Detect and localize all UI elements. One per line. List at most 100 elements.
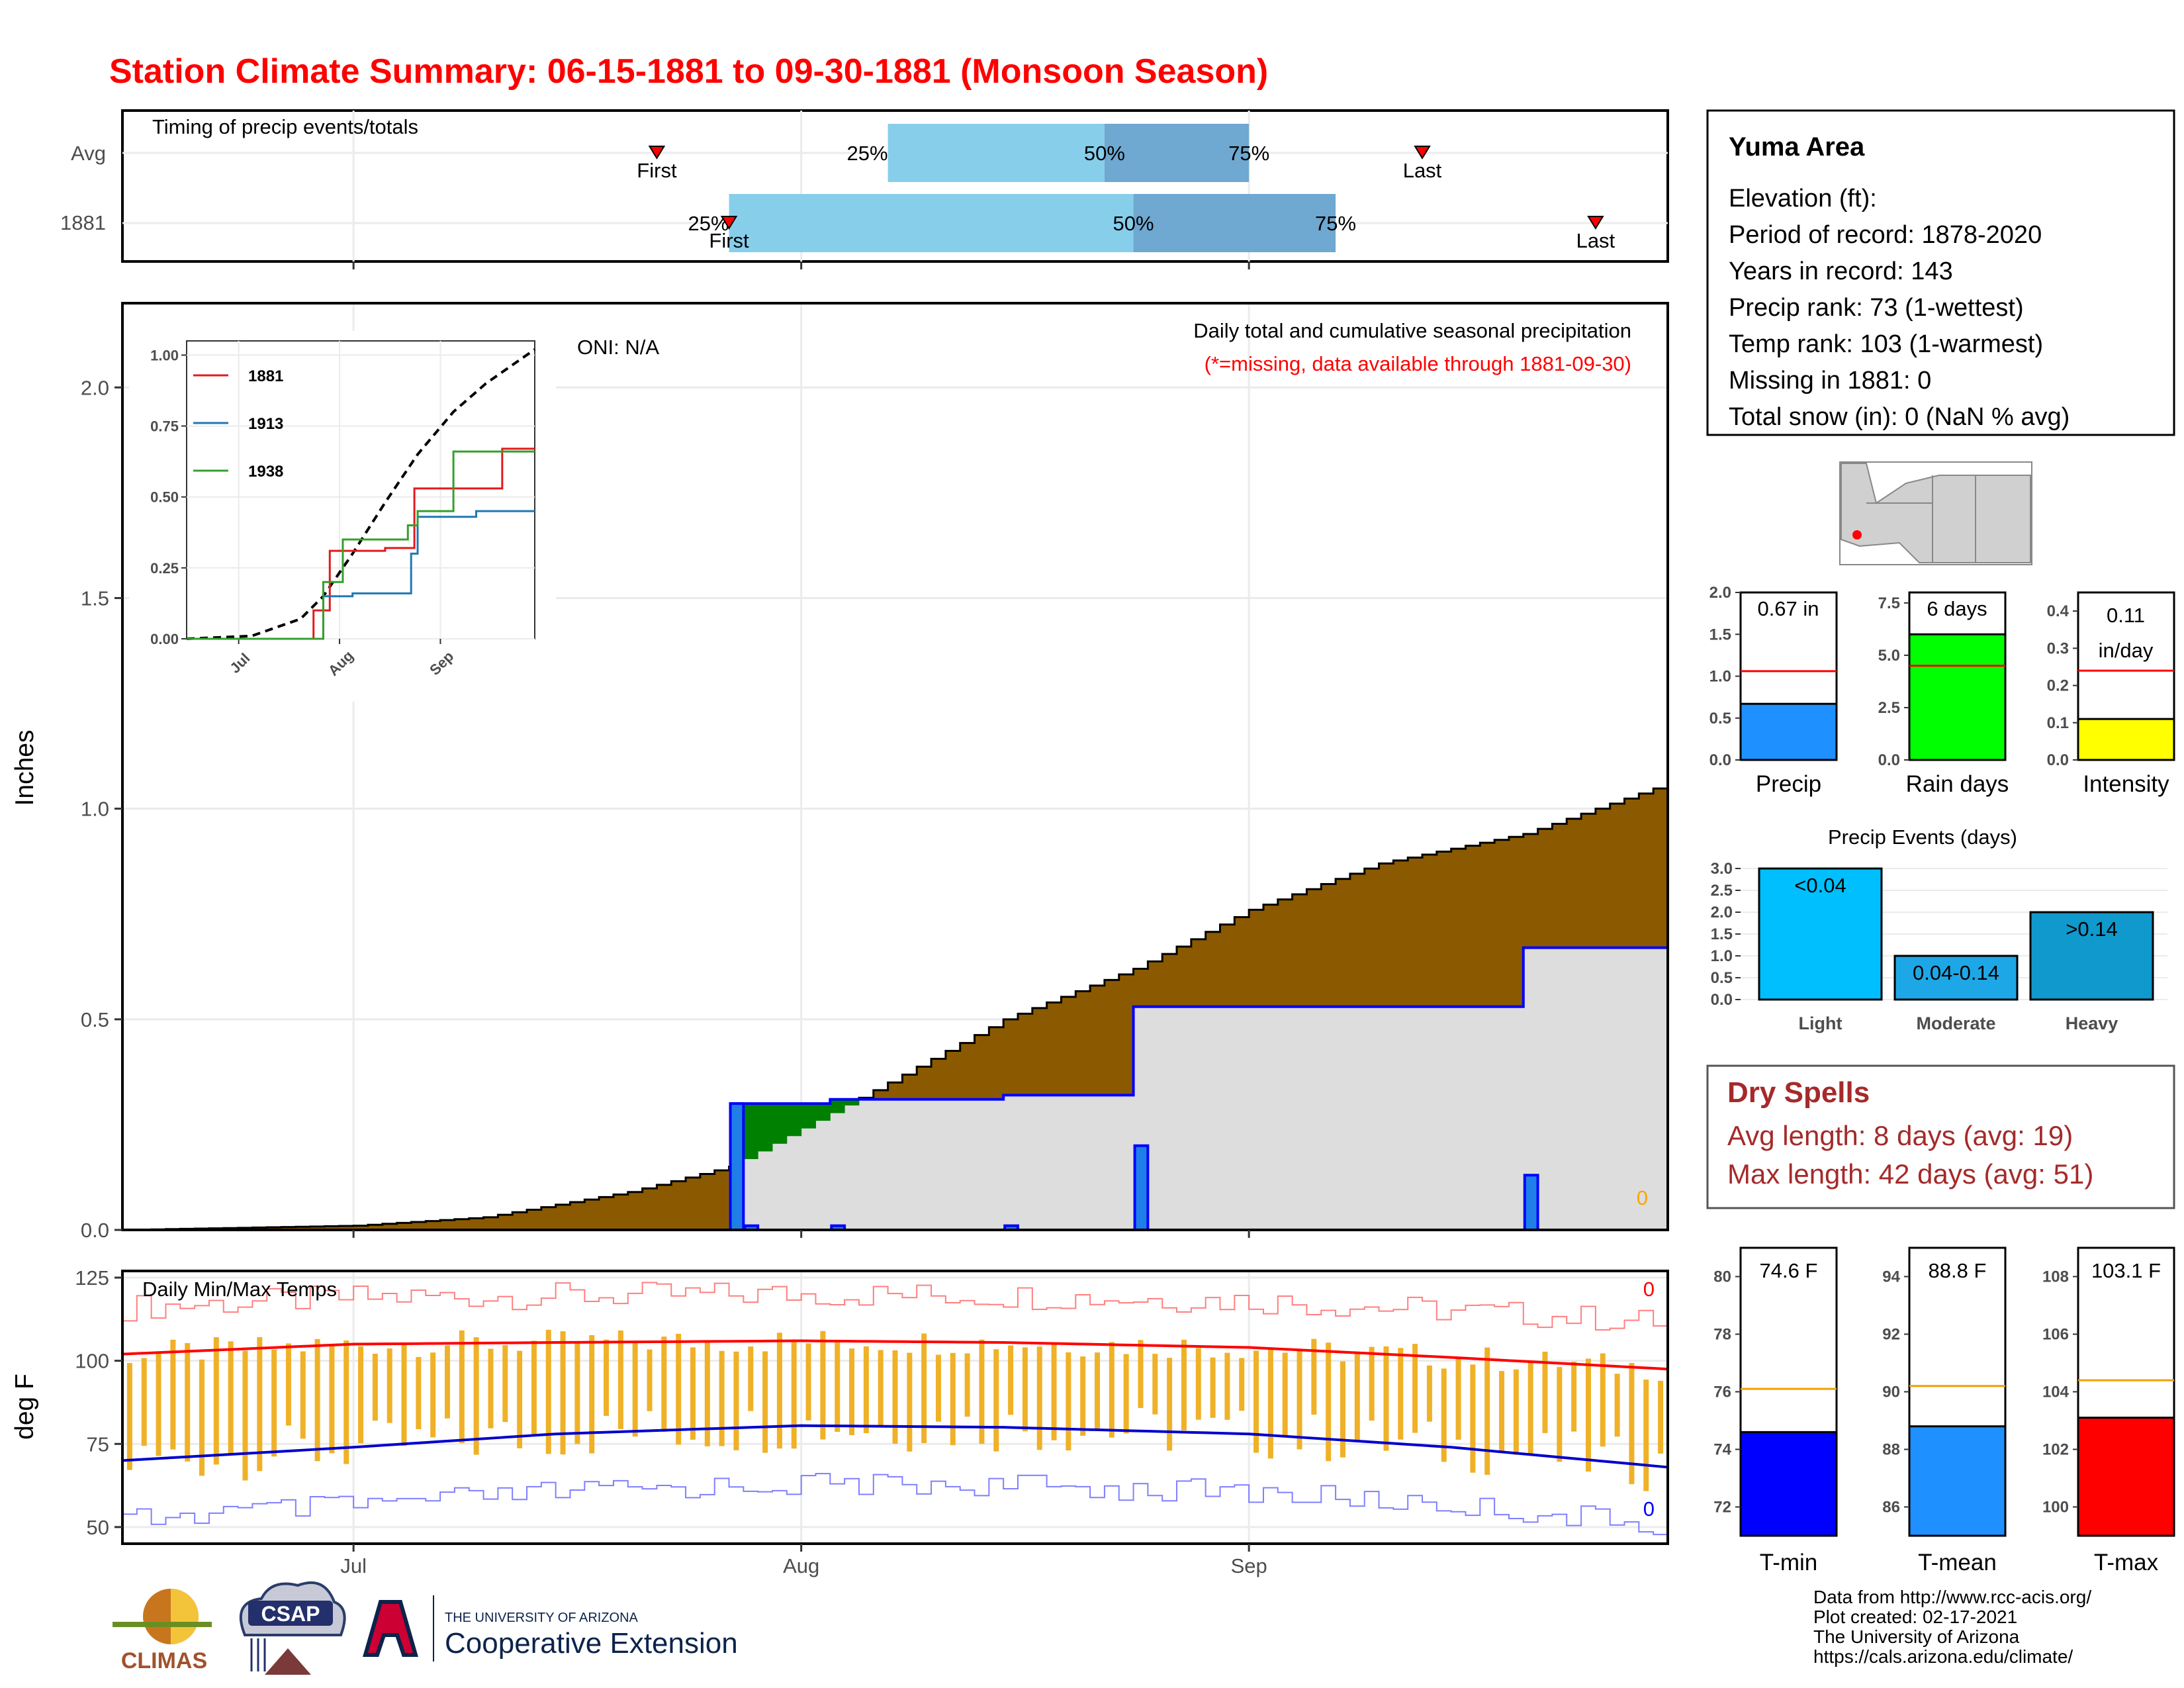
mini-y-tick-label: 1.5 — [1709, 626, 1731, 643]
temp-mini-bar — [2077, 1417, 2175, 1537]
daily-temp-bar — [185, 1342, 191, 1462]
daily-temp-bar — [1571, 1362, 1577, 1432]
station-line: Temp rank: 103 (1-warmest) — [1729, 330, 2043, 358]
temp-mini-category-label: T-min — [1760, 1550, 1818, 1575]
daily-temp-bar — [1484, 1347, 1490, 1475]
daily-temp-bar — [719, 1350, 725, 1446]
events-y-tick-label: 0.0 — [1711, 991, 1733, 1009]
dry-spells: Dry Spells Avg length: 8 days (avg: 19) … — [1706, 1064, 2175, 1209]
daily-temp-bar — [126, 1363, 132, 1470]
station-line: Years in record: 143 — [1729, 258, 1953, 285]
daily-temp-bar — [733, 1351, 739, 1450]
temp-mini-y-tick-label: 100 — [2042, 1499, 2069, 1517]
daily-temp-bar — [617, 1330, 623, 1429]
timing-p75-label: 75% — [1228, 142, 1269, 165]
dry-spells-frame — [1706, 1064, 2175, 1209]
inset-y-tick-label: 0.00 — [150, 631, 179, 647]
csap-logo: CSAP — [239, 1581, 346, 1675]
climas-logo-bar — [113, 1622, 212, 1627]
daily-temp-bar — [1282, 1352, 1288, 1436]
inset-legend-label: 1938 — [248, 463, 283, 481]
station-line: Total snow (in): 0 (NaN % avg) — [1729, 403, 2070, 431]
daily-temp-bar — [1629, 1363, 1635, 1485]
daily-temp-bar — [1557, 1367, 1563, 1462]
timing-p50-label: 50% — [1113, 212, 1154, 235]
daily-temp-bar — [907, 1352, 913, 1452]
daily-temp-bar — [1354, 1351, 1360, 1441]
temp-y-tick-label: 50 — [87, 1516, 109, 1539]
daily-temp-bar — [1008, 1345, 1014, 1415]
timing-first-marker — [648, 146, 666, 160]
daily-temp-bar — [343, 1340, 349, 1464]
timing-first-label: First — [709, 229, 749, 252]
inset-avg-dashed-line — [186, 348, 536, 640]
daily-temp-bar — [1239, 1358, 1245, 1411]
daily-temp-bar — [892, 1350, 898, 1444]
temp-x-tick-label: Jul — [340, 1554, 367, 1577]
daily-temp-bar — [545, 1329, 551, 1454]
mini-y-tick-label: 0.1 — [2047, 714, 2069, 732]
ua-logo: THE UNIVERSITY OF ARIZONA Cooperative Ex… — [363, 1595, 738, 1662]
daily-temp-bar — [1369, 1346, 1375, 1421]
daily-temp-bar — [878, 1350, 884, 1426]
timing-p75-label: 75% — [1315, 212, 1356, 235]
mini-category-label: Intensity — [2083, 771, 2169, 797]
daily-temp-bar — [1513, 1369, 1519, 1455]
precip-y-tick-label: 1.5 — [81, 586, 109, 610]
timing-first-marker — [720, 216, 738, 230]
avg-min-line — [122, 1424, 1668, 1469]
daily-temp-bar — [257, 1336, 263, 1472]
daily-temp-bar — [820, 1331, 826, 1440]
inset-y-tick-label: 0.75 — [150, 418, 179, 435]
daily-temp-bar — [242, 1350, 248, 1481]
timing-last-marker — [1587, 216, 1604, 230]
timing-band-25-50 — [729, 194, 1134, 252]
mini-y-tick-label: 0.0 — [2047, 751, 2069, 769]
temp-missing-min: 0 — [1643, 1497, 1655, 1521]
temp-mini-y-tick-label: 94 — [1882, 1268, 1900, 1286]
climas-logo-text: CLIMAS — [121, 1648, 207, 1673]
daily-temp-bar — [199, 1359, 205, 1476]
timing-band-25-50 — [887, 124, 1105, 182]
daily-temp-bar — [531, 1340, 537, 1435]
temp-x-tick-label: Sep — [1231, 1554, 1267, 1577]
daily-temp-bar — [314, 1338, 320, 1462]
daily-temp-bar — [1022, 1347, 1028, 1432]
precip-subheader: (*=missing, data available through 1881-… — [1205, 352, 1631, 375]
temp-panel-frame — [121, 1270, 1669, 1545]
surplus-area — [743, 1103, 758, 1159]
daily-temp-bar — [1600, 1353, 1606, 1447]
inset-y-tick-label: 1.00 — [150, 347, 179, 363]
timing-p25-label: 25% — [847, 142, 888, 165]
timing-last-label: Last — [1403, 159, 1442, 182]
mini-y-tick-label: 0.2 — [2047, 677, 2069, 695]
temp-mini-value-label: 103.1 F — [2091, 1259, 2161, 1282]
precip-y-tick-label: 0.5 — [81, 1008, 109, 1031]
daily-temp-bar — [805, 1343, 811, 1421]
events-category-label: Heavy — [2066, 1013, 2118, 1033]
daily-temp-bar — [979, 1339, 985, 1444]
locator-map — [1839, 461, 2032, 565]
daily-temp-bar — [459, 1330, 465, 1444]
mini-value-label: in/day — [2099, 639, 2154, 662]
daily-temp-bar — [647, 1349, 653, 1411]
oni-label: ONI: N/A — [577, 336, 659, 359]
daily-temp-bar — [1542, 1351, 1548, 1433]
daily-temp-bar — [329, 1344, 335, 1454]
ua-logo-top: THE UNIVERSITY OF ARIZONA — [445, 1611, 639, 1625]
timing-last-label: Last — [1576, 229, 1615, 252]
daily-temp-bar — [1527, 1361, 1533, 1456]
climas-logo: CLIMAS — [113, 1589, 212, 1673]
temp-mini-y-tick-label: 78 — [1713, 1326, 1731, 1344]
surplus-area — [801, 1103, 816, 1129]
temp-mini-category-label: T-max — [2094, 1550, 2159, 1575]
daily-temp-bar — [1455, 1358, 1461, 1440]
daily-temp-bar — [1181, 1339, 1187, 1430]
record-min-line — [122, 1473, 1668, 1536]
daily-temp-bar — [690, 1347, 696, 1440]
temp-mini-y-tick-label: 102 — [2042, 1441, 2069, 1459]
precip-missing-count: 0 — [1637, 1186, 1648, 1209]
daily-precip-bar — [1523, 1174, 1539, 1231]
mini-bar — [1739, 702, 1838, 761]
temp-title: Daily Min/Max Temps — [142, 1278, 337, 1301]
